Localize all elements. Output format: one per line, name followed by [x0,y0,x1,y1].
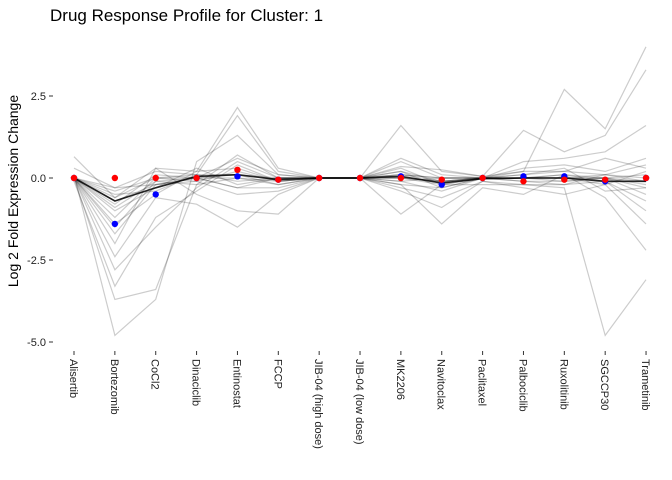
red-point [397,174,405,182]
x-tick-label: Entinostat [230,359,242,408]
series-line [73,124,647,337]
red-point [561,176,568,183]
blue-point [111,220,119,228]
series-line [73,177,647,337]
x-tick-label: Alisertib [67,359,79,398]
series-line [73,69,647,189]
red-point [275,176,282,183]
x-tick-label: Navitoclax [435,359,447,410]
red-point [601,176,609,183]
red-point [438,176,445,183]
blue-point [438,181,445,188]
point-markers [70,166,650,228]
series-lines [73,46,647,337]
x-tick-label: Dinaciclib [190,359,202,406]
y-axis-label: Log 2 Fold Expression Change [5,95,21,287]
blue-point [234,173,241,180]
red-point [642,174,650,182]
x-axis: Alisertib Bortezomib CoCl2 Dinaciclib Entino… [67,351,651,449]
x-tick-label: JIB-04 (low dose) [353,359,365,445]
red-point [193,174,200,182]
x-tick-label: Ruxolitinib [557,359,569,410]
x-tick-label: Bortezomib [108,359,120,415]
red-point [356,174,364,182]
x-tick-label: SGCCP30 [598,359,610,410]
series-line [73,164,647,288]
red-point [520,178,527,185]
red-point [234,166,241,173]
y-tick-label: 2.5 [31,91,46,103]
red-point [479,174,486,182]
red-point [111,174,119,182]
x-tick-label: Paclitaxel [476,359,488,406]
y-tick-label: -5.0 [27,337,46,349]
y-tick-label: -2.5 [27,255,46,267]
y-tick-label: 0.0 [31,173,46,185]
x-tick-label: CoCl2 [149,359,161,390]
x-tick-label: FCCP [271,359,283,389]
red-point [315,174,323,182]
x-tick-label: Palbociclib [516,359,528,412]
chart-title: Drug Response Profile for Cluster: 1 [50,6,323,25]
blue-point [520,173,527,180]
x-tick-label: JIB-04 (high dose) [312,359,324,449]
y-axis: -5.0 -2.5 0.0 2.5 [27,91,53,349]
red-point [70,174,78,182]
x-tick-label: MK2206 [394,359,406,400]
x-tick-label: Trametinib [639,359,651,411]
red-point [152,174,159,182]
blue-point [152,191,159,198]
